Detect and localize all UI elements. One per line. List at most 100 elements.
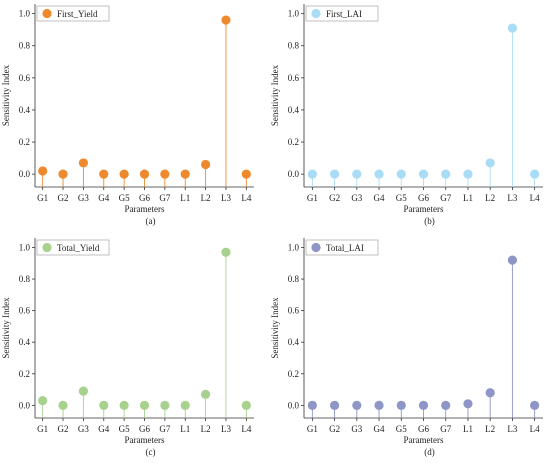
y-tick-label: 0.0 xyxy=(19,169,31,179)
x-tick-label: G7 xyxy=(159,424,170,434)
marker-G1 xyxy=(307,400,317,410)
marker-G1 xyxy=(307,169,317,179)
y-tick-label: 0.2 xyxy=(288,369,299,379)
marker-G3 xyxy=(78,386,88,396)
x-tick-label: G4 xyxy=(374,424,385,434)
legend-box xyxy=(36,239,110,256)
y-tick-label: 0.0 xyxy=(288,169,300,179)
marker-G3 xyxy=(352,169,362,179)
x-tick-label: G5 xyxy=(119,193,130,203)
marker-L4 xyxy=(530,400,540,410)
panel-caption: (d) xyxy=(424,447,435,457)
legend-label: First_Yield xyxy=(57,9,98,19)
marker-G2 xyxy=(329,169,340,179)
marker-L1 xyxy=(463,169,473,179)
x-tick-label: G3 xyxy=(78,193,89,203)
x-tick-label: L1 xyxy=(180,424,190,434)
y-tick-label: 0.8 xyxy=(288,274,300,284)
y-tick-label: 0.8 xyxy=(19,274,31,284)
y-tick-label: 0.0 xyxy=(19,400,31,410)
marker-G7 xyxy=(441,400,451,410)
x-tick-label: G1 xyxy=(307,424,318,434)
legend-label: Total_LAI xyxy=(326,243,364,253)
marker-L3 xyxy=(507,255,518,265)
marker-L1 xyxy=(180,400,190,410)
x-tick-label: G7 xyxy=(440,424,451,434)
y-tick-label: 0.6 xyxy=(288,306,300,316)
marker-L4 xyxy=(241,400,251,410)
x-tick-label: L2 xyxy=(201,424,211,434)
chart-panel-4: 0.0 0.2 0.4 0.6 0.8 1.0 Sensitivity Index G1 G2 G… xyxy=(270,238,543,457)
marker-L4 xyxy=(241,169,251,179)
x-tick-label: L2 xyxy=(201,193,211,203)
x-axis-title: Parameters xyxy=(125,435,165,445)
marker-L2 xyxy=(485,388,495,398)
marker-L1 xyxy=(463,399,473,409)
x-tick-label: G5 xyxy=(396,193,407,203)
marker-G4 xyxy=(99,169,109,179)
y-tick-label: 0.4 xyxy=(288,337,300,347)
x-tick-label: G4 xyxy=(98,193,109,203)
y-tick-label: 0.4 xyxy=(19,337,31,347)
marker-G5 xyxy=(396,169,406,179)
legend-label: Total_Yield xyxy=(57,243,100,253)
marker-G4 xyxy=(374,169,384,179)
legend-marker xyxy=(42,8,52,19)
legend-marker xyxy=(311,8,321,19)
x-tick-label: G2 xyxy=(58,424,69,434)
legend-box xyxy=(36,5,110,22)
x-tick-label: G2 xyxy=(329,193,340,203)
x-axis-title: Parameters xyxy=(404,204,444,214)
x-tick-label: G5 xyxy=(119,424,130,434)
x-tick-label: G7 xyxy=(159,193,170,203)
y-tick-label: 0.4 xyxy=(19,105,31,115)
x-tick-label: G5 xyxy=(396,424,407,434)
y-tick-label: 0.2 xyxy=(19,137,30,147)
marker-G3 xyxy=(78,158,88,168)
marker-L3 xyxy=(221,247,231,257)
marker-G4 xyxy=(374,400,384,410)
x-tick-label: G1 xyxy=(37,424,48,434)
legend-marker xyxy=(42,242,52,253)
x-tick-label: L3 xyxy=(221,193,231,203)
marker-L2 xyxy=(201,159,211,170)
x-tick-label: G4 xyxy=(98,424,109,434)
y-axis-title: Sensitivity Index xyxy=(270,64,280,126)
y-tick-label: 1.0 xyxy=(288,9,300,19)
marker-G6 xyxy=(418,169,429,179)
y-tick-label: 0.0 xyxy=(288,400,300,410)
y-tick-label: 0.2 xyxy=(19,369,30,379)
x-tick-label: L4 xyxy=(530,424,540,434)
x-tick-label: G6 xyxy=(139,424,150,434)
marker-G1 xyxy=(38,396,48,406)
legend-box xyxy=(305,239,379,256)
marker-L3 xyxy=(507,23,518,33)
marker-G4 xyxy=(99,400,109,410)
y-tick-label: 0.6 xyxy=(19,306,31,316)
x-tick-label: G1 xyxy=(37,193,48,203)
x-tick-label: G6 xyxy=(418,193,429,203)
marker-G6 xyxy=(418,400,429,410)
marker-G5 xyxy=(119,400,129,410)
x-tick-label: L3 xyxy=(507,424,517,434)
chart-panel-3: 0.0 0.2 0.4 0.6 0.8 1.0 Sensitivity Index G1 G2 G… xyxy=(1,238,254,457)
y-axis-title: Sensitivity Index xyxy=(1,64,11,126)
marker-L1 xyxy=(180,169,190,179)
marker-G5 xyxy=(119,169,129,179)
marker-G7 xyxy=(160,169,170,179)
x-tick-label: G1 xyxy=(307,193,318,203)
x-tick-label: G2 xyxy=(58,193,69,203)
marker-G3 xyxy=(352,400,362,410)
y-tick-label: 0.8 xyxy=(288,41,300,51)
marker-L2 xyxy=(485,158,495,168)
y-tick-label: 1.0 xyxy=(19,242,31,252)
x-tick-label: G2 xyxy=(329,424,340,434)
y-axis-title: Sensitivity Index xyxy=(270,297,280,359)
x-tick-label: G6 xyxy=(418,424,429,434)
marker-L2 xyxy=(201,389,211,399)
x-tick-label: L1 xyxy=(463,193,473,203)
legend-label: First_LAI xyxy=(326,9,362,19)
x-tick-label: L3 xyxy=(221,424,231,434)
y-tick-label: 0.6 xyxy=(19,73,31,83)
